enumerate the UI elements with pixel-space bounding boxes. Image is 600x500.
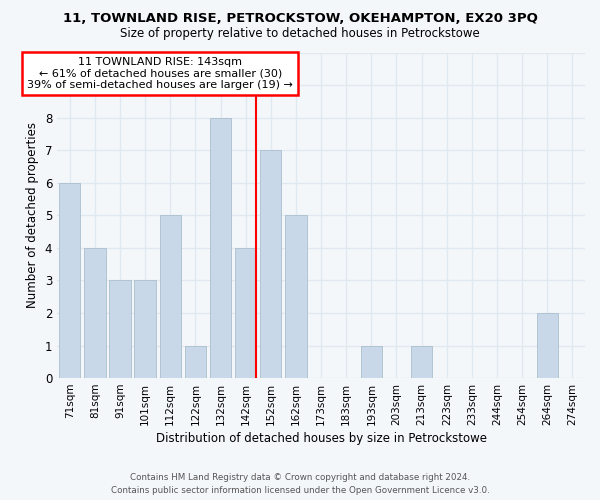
Bar xyxy=(411,346,433,378)
Bar xyxy=(185,346,206,378)
Text: 11 TOWNLAND RISE: 143sqm
← 61% of detached houses are smaller (30)
39% of semi-d: 11 TOWNLAND RISE: 143sqm ← 61% of detach… xyxy=(27,57,293,90)
Bar xyxy=(260,150,281,378)
Bar xyxy=(285,216,307,378)
Bar xyxy=(536,313,558,378)
Bar xyxy=(134,280,156,378)
Bar xyxy=(109,280,131,378)
Bar xyxy=(361,346,382,378)
Bar xyxy=(235,248,256,378)
Text: 11, TOWNLAND RISE, PETROCKSTOW, OKEHAMPTON, EX20 3PQ: 11, TOWNLAND RISE, PETROCKSTOW, OKEHAMPT… xyxy=(62,12,538,26)
Text: Size of property relative to detached houses in Petrockstowe: Size of property relative to detached ho… xyxy=(120,28,480,40)
Text: Contains HM Land Registry data © Crown copyright and database right 2024.
Contai: Contains HM Land Registry data © Crown c… xyxy=(110,474,490,495)
X-axis label: Distribution of detached houses by size in Petrockstowe: Distribution of detached houses by size … xyxy=(155,432,487,445)
Bar xyxy=(160,216,181,378)
Y-axis label: Number of detached properties: Number of detached properties xyxy=(26,122,39,308)
Bar xyxy=(210,118,231,378)
Bar xyxy=(84,248,106,378)
Bar xyxy=(59,182,80,378)
